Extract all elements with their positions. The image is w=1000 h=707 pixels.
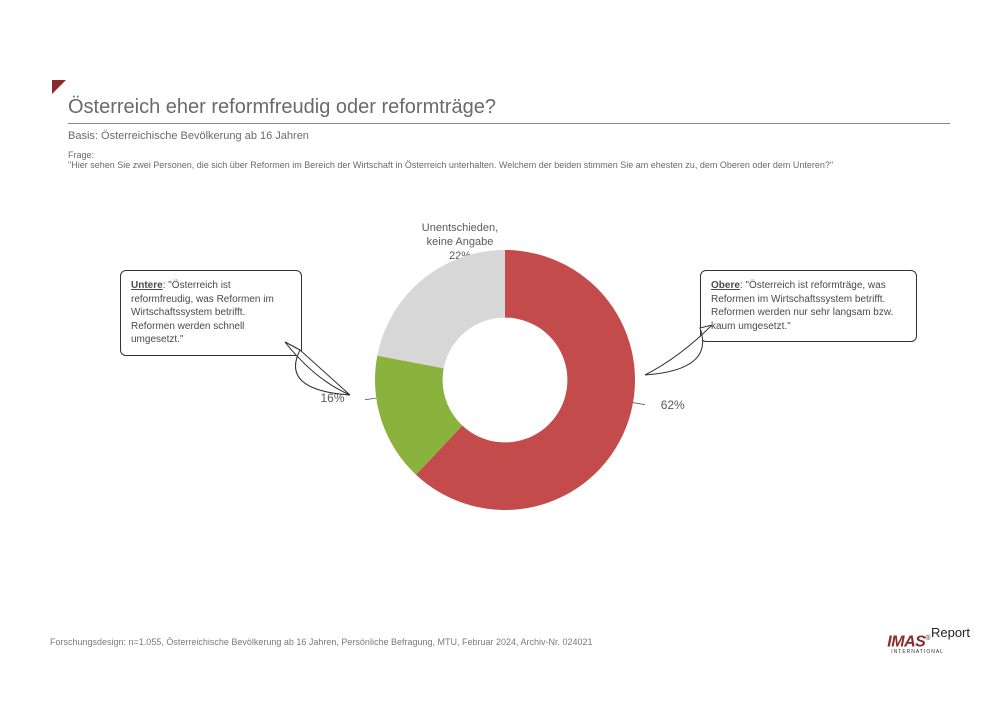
pct-obere: 62% bbox=[661, 398, 685, 412]
logo-product: Report bbox=[931, 625, 970, 640]
donut-chart bbox=[365, 240, 645, 520]
donut-slice-unent bbox=[377, 250, 505, 368]
callout-untere: Untere: "Österreich ist reformfreudig, w… bbox=[120, 270, 302, 356]
basis-label: Basis: bbox=[68, 130, 98, 142]
logo: IMAS®Report INTERNATIONAL bbox=[887, 628, 970, 655]
top-category-line1: Unentschieden, bbox=[422, 222, 498, 234]
footer-text: Forschungsdesign: n=1.055, Österreichisc… bbox=[50, 637, 593, 647]
basis-text: Österreichische Bevölkerung ab 16 Jahren bbox=[101, 130, 309, 142]
logo-sub: INTERNATIONAL bbox=[887, 649, 970, 655]
logo-brand: IMAS bbox=[887, 633, 925, 650]
callout-untere-tail-icon bbox=[280, 340, 360, 400]
corner-triangle-icon bbox=[52, 80, 66, 94]
callout-obere-head: Obere bbox=[711, 280, 740, 291]
callout-obere-tail-icon bbox=[640, 325, 720, 380]
chart-area: Unentschieden, keine Angabe 22% 62% 16% … bbox=[0, 210, 1000, 610]
question-row: Frage: "Hier sehen Sie zwei Personen, di… bbox=[68, 150, 950, 170]
question-label: Frage: bbox=[68, 150, 112, 160]
question-text: "Hier sehen Sie zwei Personen, die sich … bbox=[68, 160, 918, 170]
basis-row: Basis: Österreichische Bevölkerung ab 16… bbox=[68, 130, 309, 142]
callout-untere-head: Untere bbox=[131, 280, 163, 291]
page-title: Österreich eher reformfreudig oder refor… bbox=[68, 96, 950, 124]
callout-obere: Obere: "Österreich ist reformträge, was … bbox=[700, 270, 917, 342]
